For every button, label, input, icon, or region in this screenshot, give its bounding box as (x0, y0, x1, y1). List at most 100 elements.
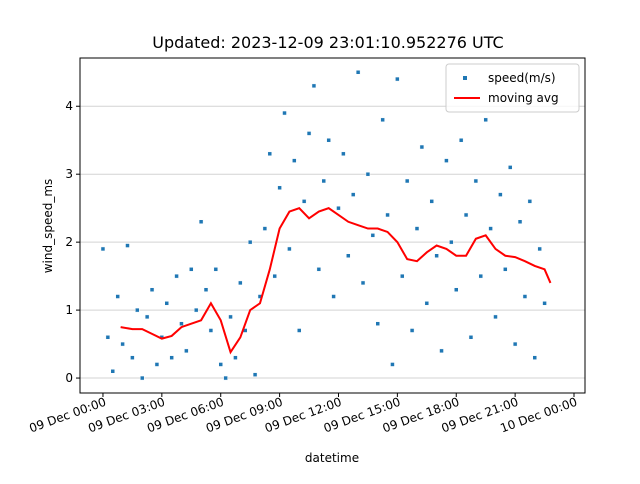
scatter-point (414, 226, 420, 231)
scatter-point (213, 267, 219, 272)
scatter-point (517, 219, 523, 225)
scatter-point (458, 137, 464, 143)
scatter-point (424, 301, 430, 306)
scatter-point (542, 301, 547, 306)
scatter-point (193, 307, 199, 313)
scatter-point (228, 314, 233, 320)
scatter-point (326, 137, 331, 143)
scatter-point (184, 348, 189, 354)
y-tick-label: 1 (65, 303, 73, 317)
scatter-point (272, 273, 277, 279)
scatter-point (400, 273, 405, 279)
scatter-point (149, 287, 155, 292)
y-axis-label: wind_speed_ms (41, 179, 55, 274)
scatter-point (507, 165, 513, 170)
scatter-point (100, 246, 106, 252)
y-tick-label: 4 (65, 99, 73, 113)
scatter-point (532, 355, 538, 360)
scatter-point (130, 355, 135, 360)
scatter-point (154, 362, 160, 367)
scatter-point (110, 369, 116, 374)
scatter-point (292, 158, 297, 163)
scatter-point (189, 267, 194, 272)
scatter-point (336, 205, 341, 211)
scatter-point (233, 355, 238, 360)
scatter-point (439, 348, 444, 354)
scatter-point (390, 362, 395, 367)
scatter-point (395, 76, 400, 82)
scatter-point (144, 314, 150, 320)
scatter-point (527, 199, 533, 204)
chart-title: Updated: 2023-12-09 23:01:10.952276 UTC (152, 33, 503, 52)
scatter-point (169, 355, 174, 360)
y-tick-label: 3 (65, 167, 73, 181)
scatter-point (203, 287, 209, 292)
scatter-point (296, 328, 302, 333)
scatter-point (198, 219, 204, 225)
moving-avg-line (120, 207, 552, 355)
legend: speed(m/s) moving avg (445, 63, 580, 113)
scatter-point (301, 199, 307, 204)
scatter-point (105, 335, 111, 340)
scatter-point (164, 301, 170, 306)
scatter-point (365, 171, 371, 177)
scatter-point (473, 178, 479, 184)
scatter-point (449, 239, 454, 245)
scatter-point (385, 212, 390, 218)
legend-label: speed(m/s) (488, 71, 556, 85)
scatter-point (287, 246, 292, 252)
scatter-point (478, 273, 484, 279)
scatter-point (179, 321, 184, 326)
scatter-point (321, 178, 327, 184)
scatter-point (512, 341, 518, 347)
scatter-point (537, 246, 542, 252)
legend-marker (463, 76, 467, 80)
scatter-point (453, 287, 459, 292)
plot-frame (79, 57, 586, 394)
y-tick-label: 0 (65, 371, 73, 385)
scatter-point (139, 375, 145, 381)
scatter-point (277, 185, 282, 191)
scatter-point (409, 328, 415, 333)
scatter-point (498, 192, 503, 197)
scatter-point (488, 226, 493, 231)
scatter-point (380, 117, 385, 123)
scatter-point (346, 253, 351, 258)
x-axis-label: datetime (305, 451, 359, 465)
scatter-point (262, 226, 268, 231)
scatter-point (223, 375, 228, 381)
scatter-point (218, 362, 223, 367)
scatter-point (311, 83, 317, 89)
scatter-point (360, 280, 366, 286)
y-tick-label: 2 (65, 235, 73, 249)
scatter-point (331, 294, 336, 299)
scatter-point (115, 294, 120, 299)
scatter-point (463, 212, 469, 218)
scatter-point (350, 192, 356, 197)
scatter-point (375, 321, 380, 326)
scatter-point (341, 151, 346, 157)
scatter-point (404, 178, 410, 184)
legend-label: moving avg (488, 91, 559, 105)
scatter-point (316, 267, 322, 272)
scatter-point (135, 307, 140, 313)
scatter-point (429, 199, 434, 204)
scatter-point (468, 335, 474, 340)
scatter-point (208, 328, 214, 333)
scatter-point (493, 314, 498, 320)
scatter-point (355, 70, 361, 75)
scatter-point (444, 158, 449, 163)
scatter-point (419, 144, 425, 150)
scatter-point (238, 280, 243, 286)
scatter-point (125, 243, 130, 248)
scatter-point (267, 151, 273, 157)
scatter-point (174, 273, 179, 279)
scatter-point (503, 267, 508, 272)
scatter-point (252, 372, 258, 377)
legend-box (445, 63, 580, 113)
scatter-point (370, 233, 376, 238)
scatter-point (483, 117, 488, 123)
scatter-point (306, 131, 312, 136)
scatter-point (120, 341, 125, 347)
